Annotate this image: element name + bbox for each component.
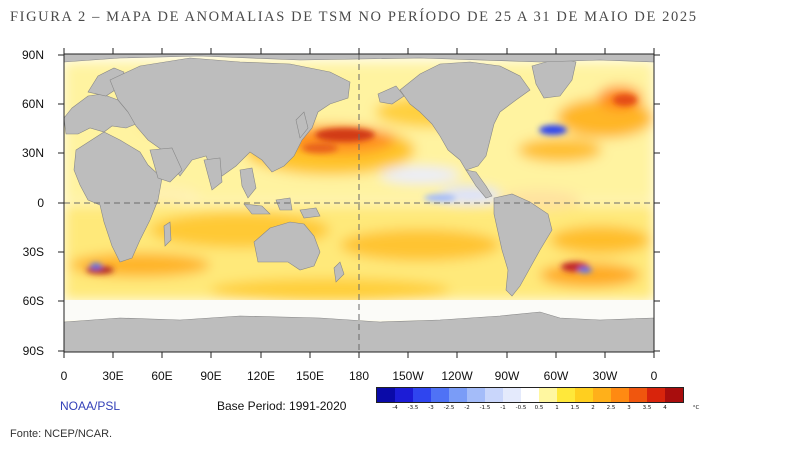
figure-title: FIGURA 2 – MAPA DE ANOMALIAS DE TSM NO P… [10, 9, 698, 25]
lon-label-60e: 60E [151, 369, 173, 383]
noaa-psl-credit: NOAA/PSL [60, 399, 121, 413]
colorbar-tick-label: -2.5 [443, 405, 455, 411]
colorbar-tick-label: 0.5 [534, 405, 544, 411]
colorbar-swatch [647, 388, 665, 402]
lon-label-90e: 90E [200, 369, 222, 383]
colorbar-swatch [413, 388, 431, 402]
colorbar-tick-label: -3.5 [407, 405, 419, 411]
colorbar-tick-label: 1 [555, 405, 559, 411]
colorbar-tick-label: 2 [591, 405, 595, 411]
colorbar-swatch [611, 388, 629, 402]
lat-label-90s: 90S [22, 344, 44, 358]
colorbar-tick-label: 1.5 [570, 405, 580, 411]
colorbar-tick-label: 4 [663, 405, 667, 411]
colorbar-swatch [629, 388, 647, 402]
colorbar [376, 387, 684, 403]
lon-label-150e: 150E [295, 369, 325, 383]
lon-label-150w: 150W [392, 369, 424, 383]
colorbar-swatch [431, 388, 449, 402]
colorbar-unit-label: °C [692, 405, 700, 411]
colorbar-ticks: -4 -3.5 -3 -2.5 -2 -1.5 -1 -0.5 0.5 1 1.5 2 2.5 3 3.5 4… [376, 405, 699, 415]
colorbar-tick-label: -2 [464, 405, 470, 411]
lat-label-30n: 30N [21, 146, 44, 160]
colorbar-swatch [593, 388, 611, 402]
colorbar-swatch [377, 388, 395, 402]
lat-label-30s: 30S [22, 245, 44, 259]
colorbar-swatch [485, 388, 503, 402]
lat-label-60s: 60S [22, 294, 44, 308]
colorbar-swatch [665, 388, 683, 402]
lat-label-60n: 60N [21, 97, 44, 111]
colorbar-swatch [521, 388, 539, 402]
land-mass [64, 54, 654, 352]
lon-label-60w: 60W [543, 369, 569, 383]
colorbar-swatch [557, 388, 575, 402]
colorbar-tick-label: 3.5 [642, 405, 652, 411]
lon-ticks [63, 48, 655, 358]
colorbar-tick-label: -1 [500, 405, 506, 411]
lat-ticks [58, 54, 660, 352]
lon-label-30w: 30W [592, 369, 618, 383]
lat-label-equator: 0 [37, 196, 44, 210]
colorbar-tick-label: 3 [627, 405, 631, 411]
colorbar-tick-label: -1.5 [479, 405, 491, 411]
colorbar-swatch [575, 388, 593, 402]
colorbar-swatch [467, 388, 485, 402]
lon-label-0: 0 [60, 369, 68, 383]
colorbar-tick-label: -4 [392, 405, 398, 411]
base-period-label: Base Period: 1991-2020 [217, 399, 347, 413]
colorbar-tick-label: -3 [428, 405, 434, 411]
colorbar-swatch [449, 388, 467, 402]
colorbar-swatch [395, 388, 413, 402]
lon-label-120e: 120E [246, 369, 276, 383]
colorbar-swatch [503, 388, 521, 402]
lon-label-30e: 30E [102, 369, 124, 383]
colorbar-tick-label: 2.5 [606, 405, 616, 411]
lon-label-120w: 120W [441, 369, 473, 383]
lon-label-0-east: 0 [650, 369, 658, 383]
source-note: Fonte: NCEP/NCAR. [10, 428, 113, 440]
colorbar-tick-label: -0.5 [515, 405, 527, 411]
lon-label-180: 180 [348, 369, 370, 383]
lat-label-90n: 90N [21, 48, 44, 62]
colorbar-swatch [539, 388, 557, 402]
lon-label-90w: 90W [494, 369, 520, 383]
